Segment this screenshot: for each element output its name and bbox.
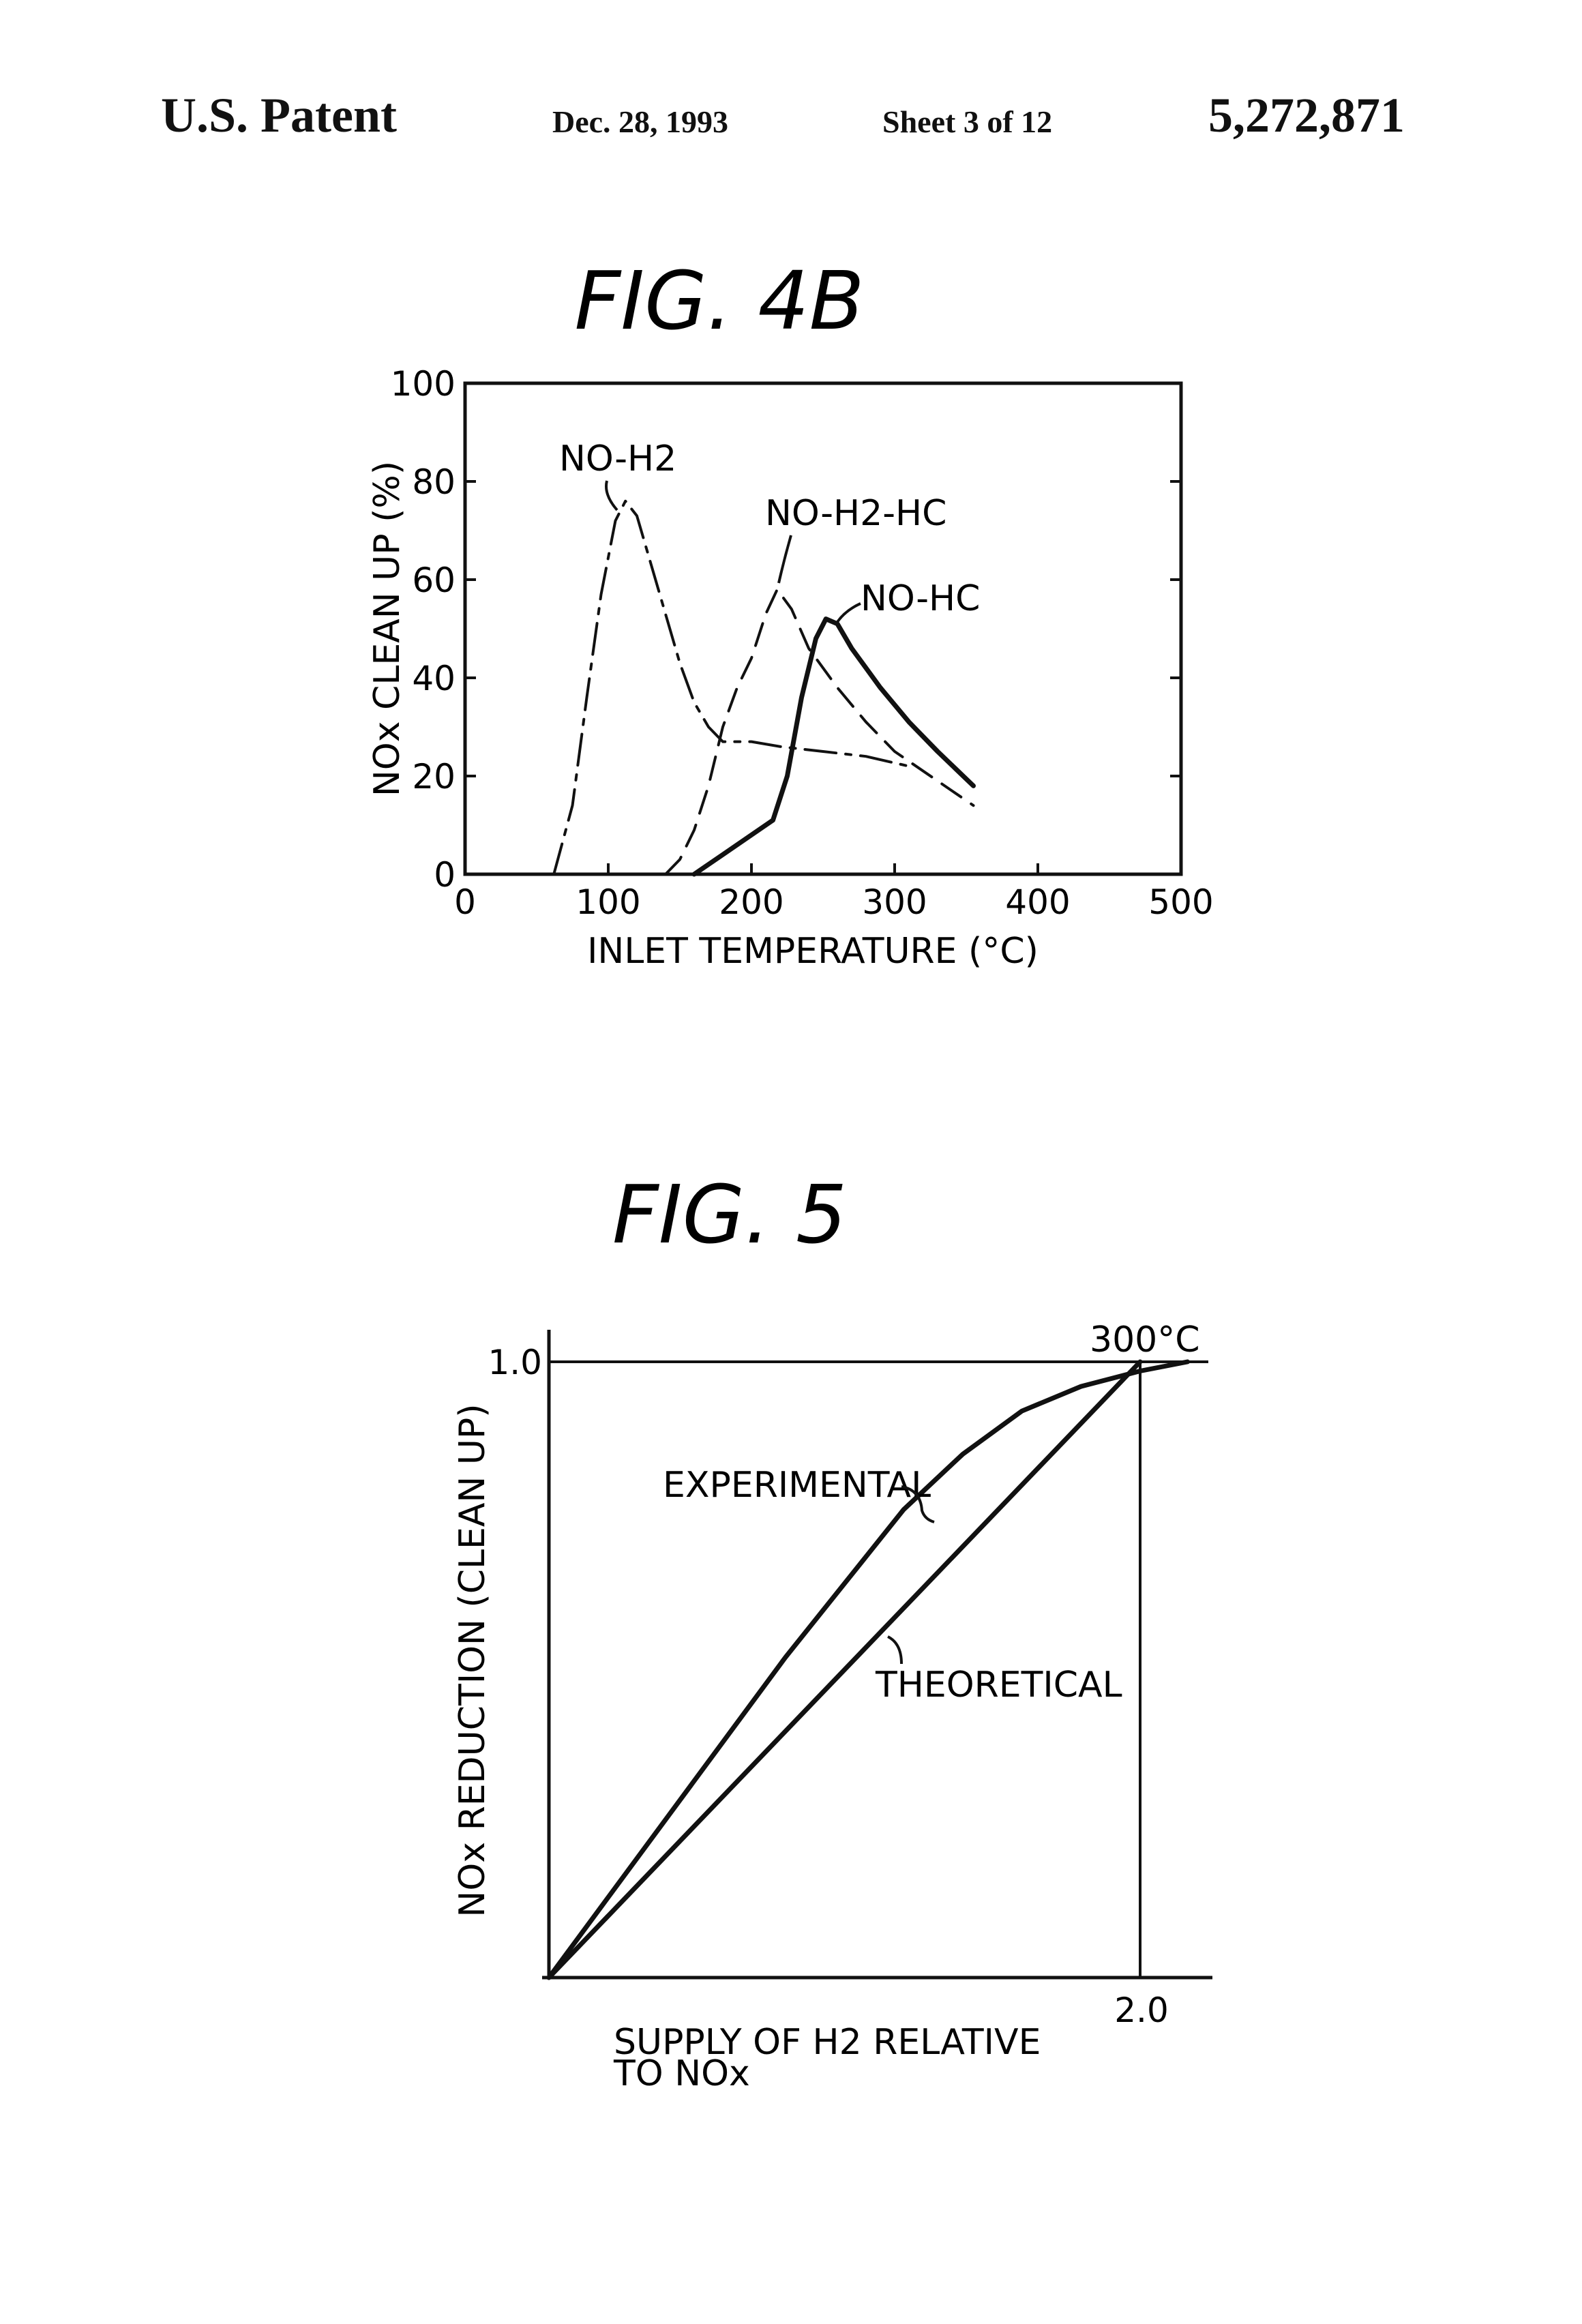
fig-4b-ytick-label: 60: [412, 561, 456, 600]
fig-5-ytick: 1.0: [488, 1343, 542, 1382]
fig-4b-leader-no-h2: [606, 481, 617, 510]
fig-5-leader-theoretical: [888, 1637, 901, 1664]
fig-4b: FIG. 4B 0 100 200 300 400 500 0 20 40 60 80 100 INL…: [367, 254, 1214, 972]
fig-4b-label-no-h2-hc: NO-H2-HC: [765, 493, 946, 534]
fig-5: FIG. 5 1.0 2.0 300°C NOx REDUCTION (CLEA…: [452, 1167, 1212, 2094]
fig-4b-xtick-label: 0: [454, 882, 476, 922]
fig-4b-xtick-label: 200: [719, 882, 783, 922]
fig-4b-leader-no-hc: [837, 604, 861, 622]
fig-4b-xtick-label: 400: [1005, 882, 1070, 922]
fig-5-ylabel: NOx REDUCTION (CLEAN UP): [452, 1403, 493, 1917]
fig-4b-series-no-hc: [694, 619, 974, 874]
fig-4b-xtick-label: 500: [1148, 882, 1213, 922]
fig-4b-ytick-label: 100: [391, 364, 456, 404]
fig-4b-ytick-label: 20: [412, 757, 456, 796]
fig-4b-xtick-label: 100: [576, 882, 640, 922]
fig-4b-label-no-h2: NO-H2: [559, 438, 676, 479]
fig-4b-xtick-label: 300: [862, 882, 927, 922]
fig-4b-ytick-label: 40: [412, 659, 456, 698]
fig-5-title: FIG. 5: [612, 1167, 847, 1262]
fig-4b-series-no-h2: [554, 501, 909, 874]
fig-5-xlabel-line-2: TO NOx: [613, 2053, 750, 2094]
fig-5-xtick: 2.0: [1114, 1991, 1169, 2030]
fig-4b-leader-no-h2-hc: [779, 535, 791, 583]
fig-4b-xlabel: INLET TEMPERATURE (°C): [587, 931, 1039, 972]
fig-4b-ytick-label: 80: [412, 462, 456, 502]
fig-4b-label-no-hc: NO-HC: [861, 578, 980, 619]
fig-5-annotation-300c: 300°C: [1090, 1320, 1200, 1360]
fig-4b-title: FIG. 4B: [574, 254, 864, 348]
fig-5-label-experimental: EXPERIMENTAL: [663, 1465, 931, 1506]
fig-4b-ylabel: NOx CLEAN UP (%): [367, 461, 408, 796]
fig-4b-ytick-label: 0: [434, 855, 456, 895]
fig-5-label-theoretical: THEORETICAL: [875, 1665, 1122, 1705]
